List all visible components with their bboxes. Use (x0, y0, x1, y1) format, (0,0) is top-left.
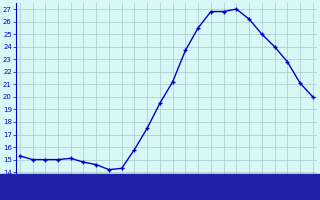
X-axis label: Graphe des températures (°c): Graphe des températures (°c) (103, 188, 230, 197)
